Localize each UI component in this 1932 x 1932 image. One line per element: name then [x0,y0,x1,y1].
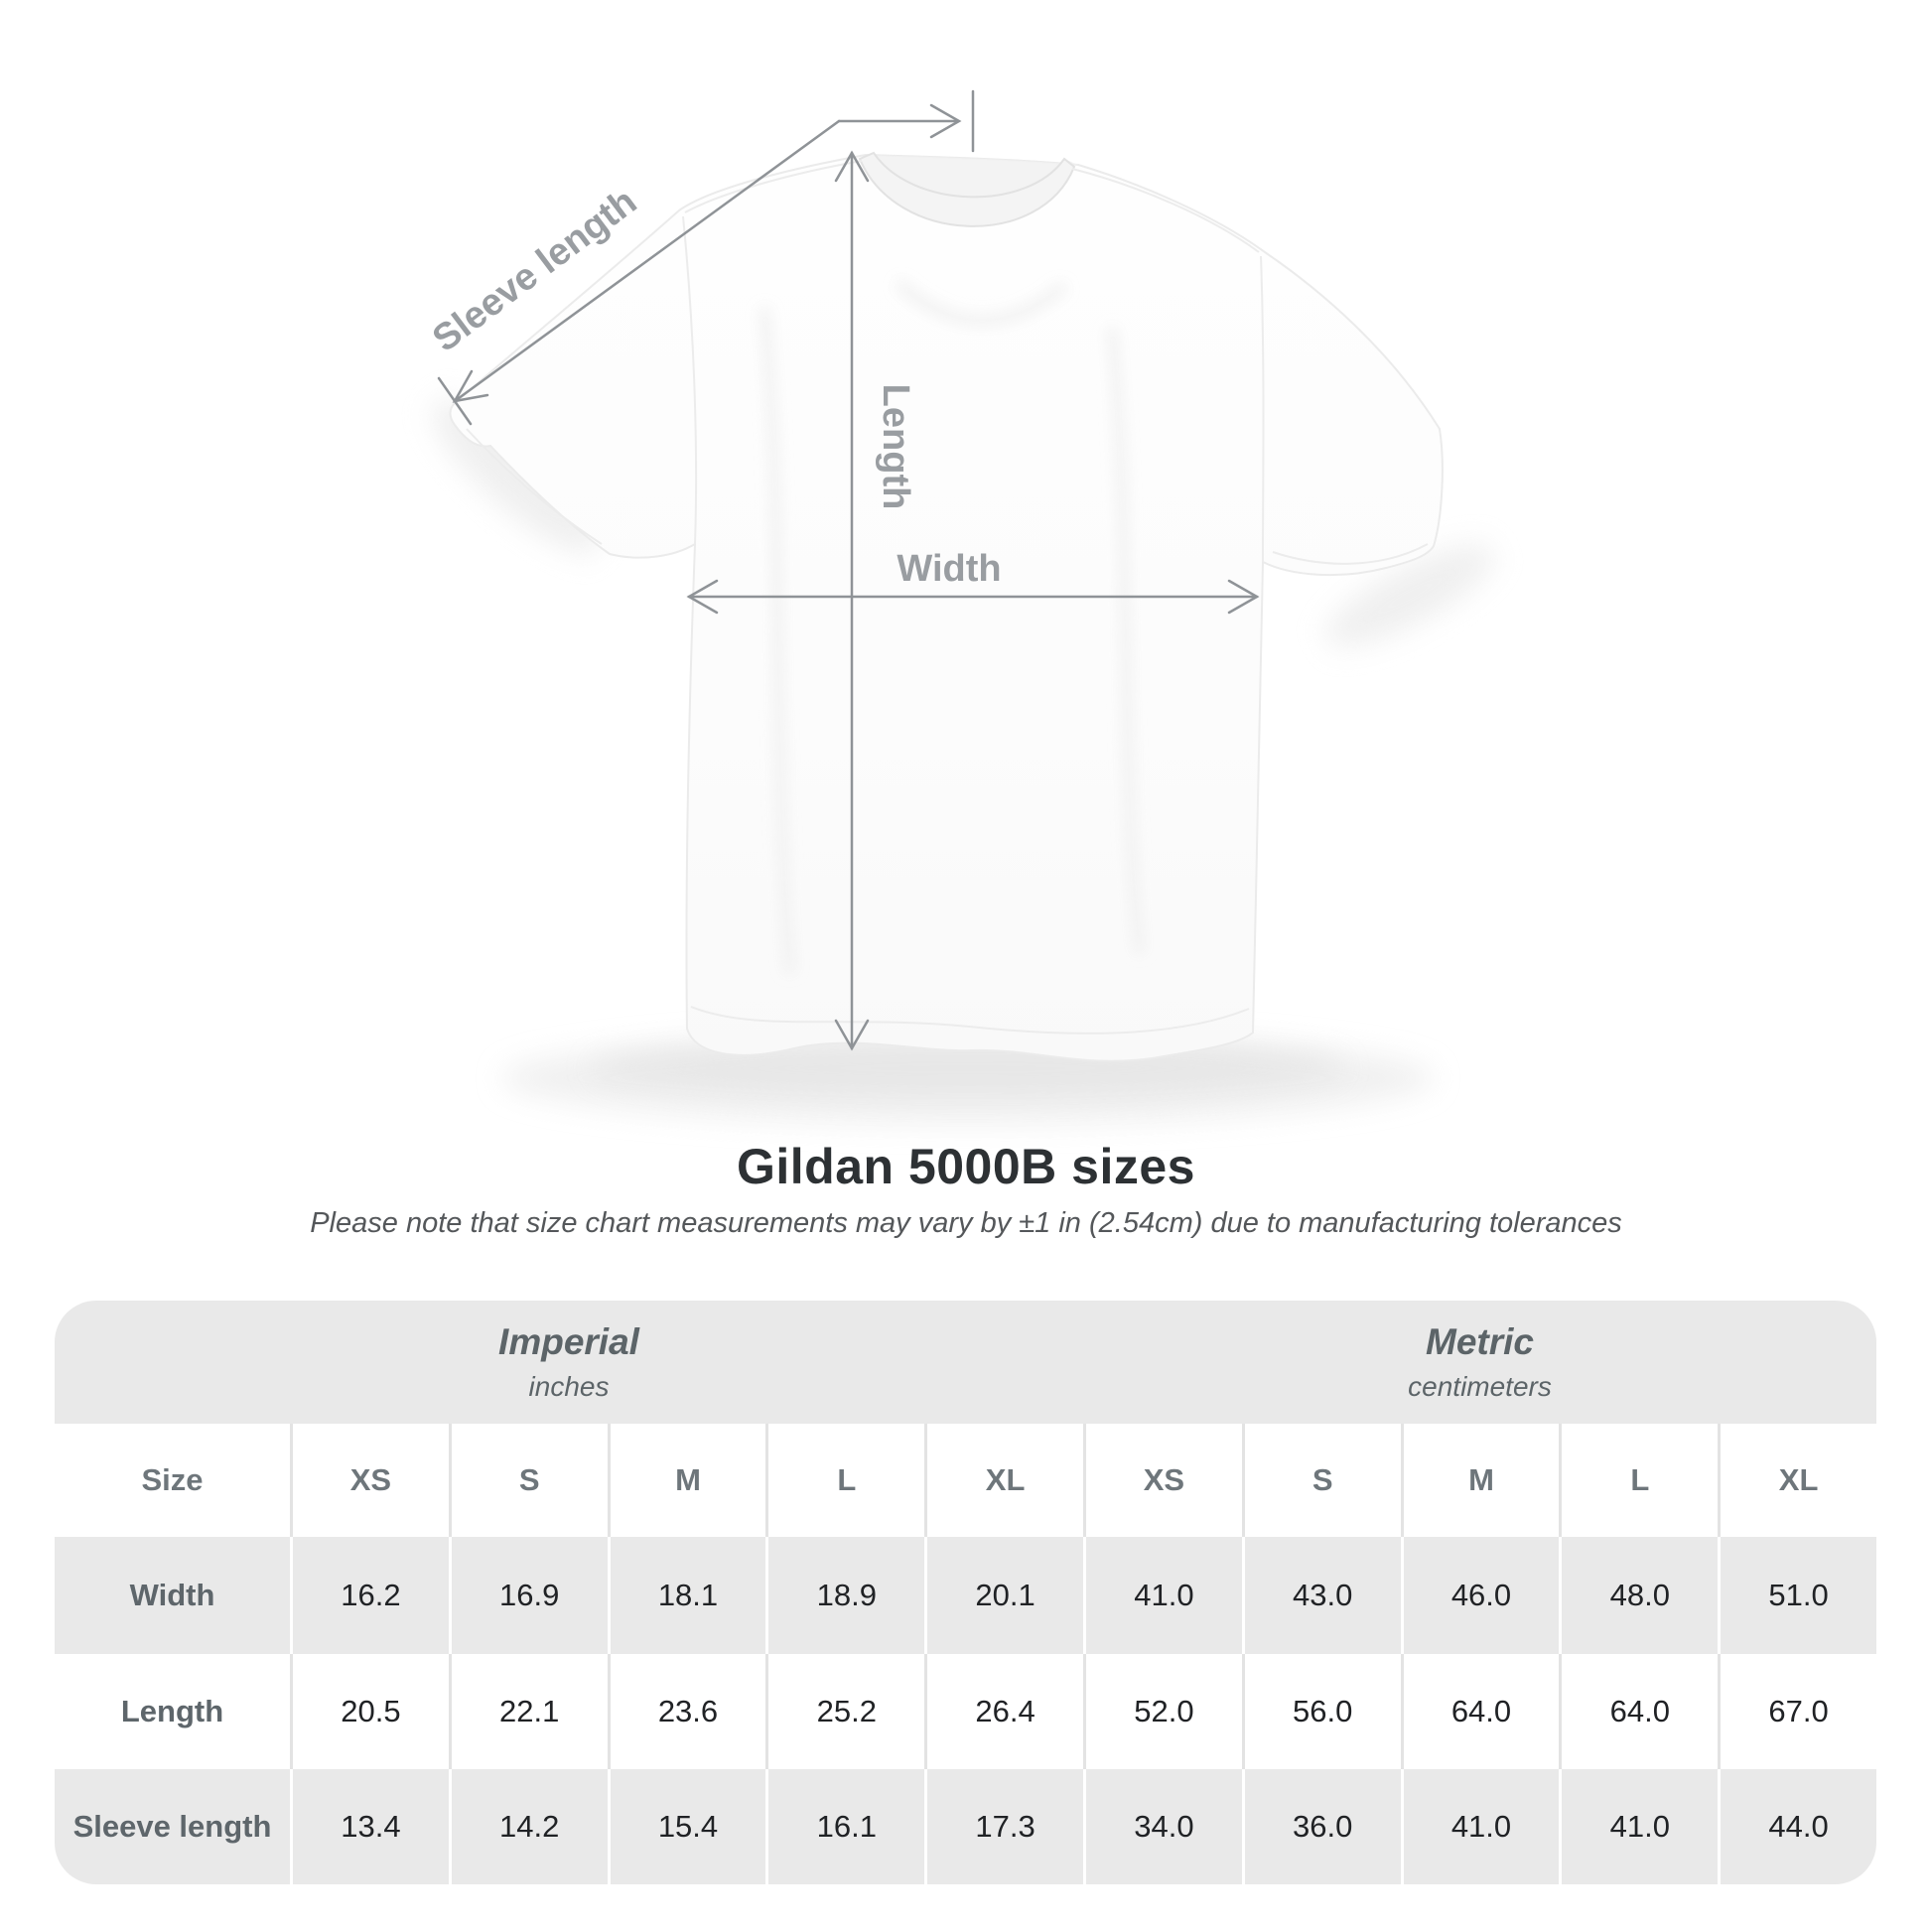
sleeve-length-line [453,119,841,403]
table-cell: 16.2 [290,1537,449,1654]
table-cell: 26.4 [924,1654,1083,1769]
header-metric-l: L [1559,1424,1719,1537]
table-cell: 48.0 [1559,1537,1719,1654]
length-arrowhead-bottom [834,1019,870,1051]
table-cell: 34.0 [1083,1769,1242,1884]
table-cell: 41.0 [1083,1537,1242,1654]
table-cell: 20.5 [290,1654,449,1769]
creases [759,279,1145,974]
table-cell: 17.3 [924,1769,1083,1884]
header-imperial-xs: XS [290,1424,449,1537]
page-title: Gildan 5000B sizes [736,1139,1195,1194]
header-imperial-m: M [607,1424,766,1537]
table-cell: 15.4 [607,1769,766,1884]
size-table: Imperial inches Metric centimeters Size … [55,1301,1876,1884]
table-cell: 16.9 [448,1537,608,1654]
table-cell: 23.6 [607,1654,766,1769]
dimension-annotations [437,89,1260,1051]
width-arrowhead-right [1227,579,1260,615]
size-column-header: Size [55,1424,290,1537]
header-metric-xs: XS [1083,1424,1242,1537]
seams [466,160,1429,1035]
table-cell: 14.2 [448,1769,608,1884]
length-label: Length [875,384,916,510]
table-cell: 44.0 [1718,1769,1876,1884]
metric-unit-header: Metric centimeters [1083,1301,1876,1424]
sleeve-length-end-tick [437,376,473,426]
tshirt [449,151,1444,1062]
metric-unit-label: centimeters [1408,1371,1552,1402]
table-cell: 64.0 [1400,1654,1560,1769]
tolerance-note: Please note that size chart measurements… [310,1207,1622,1239]
table-cell: 52.0 [1083,1654,1242,1769]
header-metric-s: S [1241,1424,1401,1537]
header-imperial-xl: XL [924,1424,1083,1537]
table-cell: 18.9 [765,1537,925,1654]
imperial-unit-label: inches [528,1371,610,1402]
tshirt-body [449,153,1444,1062]
table-cell: 41.0 [1559,1769,1719,1884]
table-cell: 18.1 [607,1537,766,1654]
table-cell: 36.0 [1241,1769,1401,1884]
table-cell: 16.1 [765,1769,925,1884]
collar [858,151,1076,227]
header-metric-xl: XL [1718,1424,1876,1537]
table-cell: 67.0 [1718,1654,1876,1769]
table-cell: 46.0 [1400,1537,1560,1654]
table-cell: 20.1 [924,1537,1083,1654]
metric-label: Metric [1426,1321,1534,1362]
tshirt-diagram: Sleeve length Length Width [425,89,1494,1124]
length-arrowhead-top [834,150,870,183]
table-cell: 22.1 [448,1654,608,1769]
row-label-length: Length [55,1654,290,1769]
width-arrowhead-left [686,579,719,615]
imperial-unit-header: Imperial inches [55,1301,1083,1424]
header-imperial-s: S [448,1424,608,1537]
header-metric-m: M [1400,1424,1560,1537]
table-cell: 56.0 [1241,1654,1401,1769]
sleeve-length-top-arrowhead [929,103,962,139]
table-cell: 41.0 [1400,1769,1560,1884]
header-imperial-l: L [765,1424,925,1537]
table-cell: 51.0 [1718,1537,1876,1654]
table-cell: 43.0 [1241,1537,1401,1654]
table-cell: 25.2 [765,1654,925,1769]
imperial-label: Imperial [498,1321,639,1362]
table-cell: 13.4 [290,1769,449,1884]
row-label-sleeve-length: Sleeve length [55,1769,290,1884]
table-cell: 64.0 [1559,1654,1719,1769]
width-label: Width [897,548,1001,590]
row-label-width: Width [55,1537,290,1654]
